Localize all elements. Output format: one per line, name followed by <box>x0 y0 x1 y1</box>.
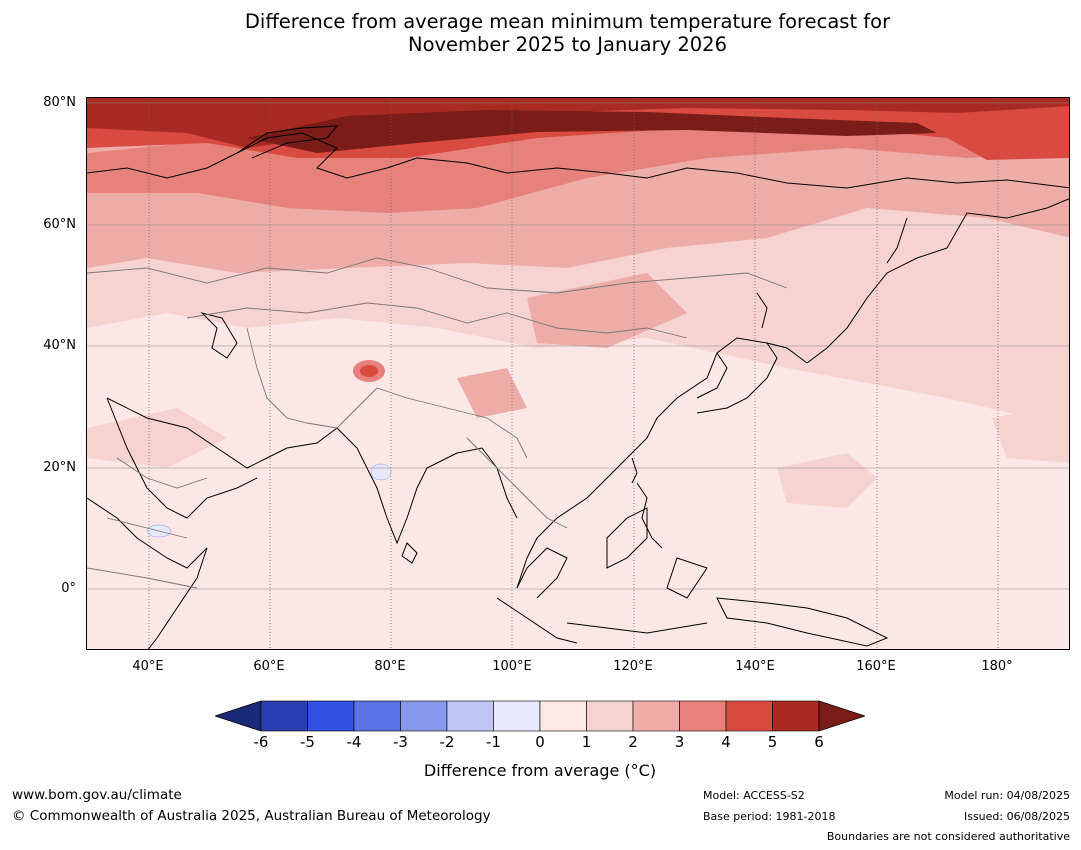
colorbar-segment <box>539 700 587 732</box>
colorbar <box>215 700 865 732</box>
colorbar-tick-label: 0 <box>535 733 545 751</box>
map-title: Difference from average mean minimum tem… <box>0 10 1081 56</box>
copyright-text: © Commonwealth of Australia 2025, Austra… <box>12 808 491 824</box>
title-line-2: November 2025 to January 2026 <box>408 33 727 56</box>
colorbar-tick-label: -5 <box>300 733 315 751</box>
title-line-1: Difference from average mean minimum tem… <box>244 10 891 33</box>
lon-label-100e: 100°E <box>492 659 532 674</box>
website-link[interactable]: www.bom.gov.au/climate <box>12 787 182 803</box>
colorbar-segment <box>586 700 634 732</box>
temperature-anomaly-map <box>86 97 1070 650</box>
colorbar-tick-label: -6 <box>253 733 269 751</box>
lat-label-40n: 40°N <box>43 338 76 353</box>
issued-text: Issued: 06/08/2025 <box>963 810 1070 823</box>
colorbar-tick-label: 6 <box>814 733 824 751</box>
grid-lines <box>148 98 999 649</box>
colorbar-segment <box>400 700 448 732</box>
colorbar-segment <box>260 700 308 732</box>
model-run-text: Model run: 04/08/2025 <box>944 789 1070 802</box>
colorbar-tick-label: 3 <box>674 733 685 751</box>
colorbar-tick-label: -2 <box>439 733 455 751</box>
lon-label-120e: 120°E <box>613 659 653 674</box>
colorbar-tick-label: -4 <box>346 733 362 751</box>
colorbar-tick-label: 5 <box>767 733 778 751</box>
colorbar-segment <box>493 700 541 732</box>
colorbar-segment <box>679 700 727 732</box>
lat-label-0: 0° <box>61 581 76 596</box>
colorbar-tick-label: -1 <box>486 733 501 751</box>
lat-label-20n: 20°N <box>43 460 76 475</box>
colorbar-segment <box>725 700 773 732</box>
lon-label-140e: 140°E <box>735 659 775 674</box>
colorbar-segment <box>772 700 820 732</box>
colorbar-tick-label: -3 <box>393 733 408 751</box>
country-borders <box>87 257 788 589</box>
lon-label-80e: 80°E <box>374 659 406 674</box>
coastlines <box>87 125 1069 649</box>
lat-label-60n: 60°N <box>43 217 76 232</box>
colorbar-segment <box>446 700 494 732</box>
disclaimer-text: Boundaries are not considered authoritat… <box>826 830 1070 843</box>
colorbar-segment <box>307 700 355 732</box>
colorbar-label: Difference from average (°C) <box>423 761 657 780</box>
lon-label-40e: 40°E <box>132 659 164 674</box>
lat-label-80n: 80°N <box>43 95 76 110</box>
colorbar-segment <box>353 700 401 732</box>
colorbar-segment <box>632 700 680 732</box>
lon-label-160e: 160°E <box>856 659 896 674</box>
colorbar-tick-label: 2 <box>628 733 638 751</box>
map-canvas <box>87 98 1069 649</box>
model-text: Model: ACCESS-S2 <box>703 789 805 802</box>
lon-label-180: 180° <box>981 659 1013 674</box>
colorbar-tick-label: 1 <box>581 733 592 751</box>
base-period-text: Base period: 1981-2018 <box>703 810 836 823</box>
lon-label-60e: 60°E <box>253 659 285 674</box>
colorbar-arrow-high <box>818 700 865 732</box>
colorbar-arrow-low <box>215 700 262 732</box>
colorbar-tick-label: 4 <box>721 733 731 751</box>
